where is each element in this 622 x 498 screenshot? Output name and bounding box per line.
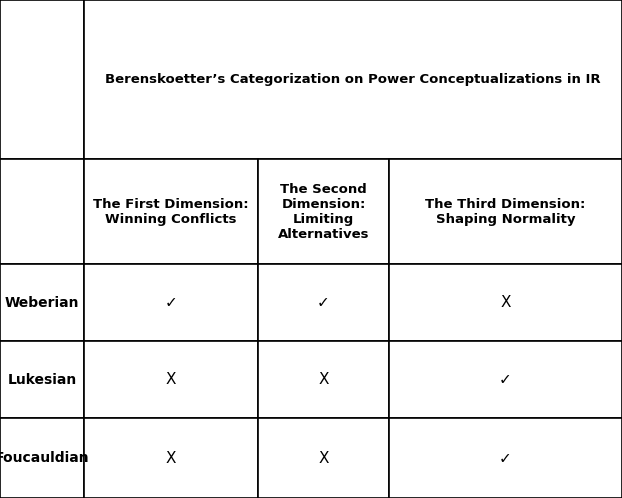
Text: ✓: ✓: [499, 451, 512, 466]
Bar: [84, 159, 258, 264]
Text: X: X: [166, 451, 176, 466]
Bar: [389, 159, 622, 264]
Text: X: X: [318, 451, 328, 466]
Bar: [0, 264, 84, 341]
Bar: [389, 418, 622, 498]
Bar: [0, 159, 84, 264]
Text: ✓: ✓: [317, 295, 330, 310]
Text: Weberian: Weberian: [5, 295, 79, 310]
Text: ✓: ✓: [165, 295, 177, 310]
Text: The Third Dimension:
Shaping Normality: The Third Dimension: Shaping Normality: [425, 198, 585, 226]
Bar: [389, 264, 622, 341]
Bar: [258, 159, 389, 264]
Bar: [84, 418, 258, 498]
Bar: [258, 264, 389, 341]
Bar: [389, 341, 622, 418]
Bar: [0, 0, 84, 159]
Bar: [84, 341, 258, 418]
Bar: [0, 418, 84, 498]
Text: X: X: [318, 372, 328, 387]
Bar: [258, 418, 389, 498]
Text: The First Dimension:
Winning Conflicts: The First Dimension: Winning Conflicts: [93, 198, 249, 226]
Text: Foucauldian: Foucauldian: [0, 451, 90, 465]
Text: Berenskoetter’s Categorization on Power Conceptualizations in IR: Berenskoetter’s Categorization on Power …: [105, 73, 601, 86]
Bar: [258, 341, 389, 418]
Bar: [0, 341, 84, 418]
Bar: [84, 0, 622, 159]
Text: The Second
Dimension:
Limiting
Alternatives: The Second Dimension: Limiting Alternati…: [277, 183, 369, 241]
Bar: [84, 264, 258, 341]
Text: X: X: [500, 295, 511, 310]
Text: X: X: [166, 372, 176, 387]
Text: Lukesian: Lukesian: [7, 373, 77, 387]
Text: ✓: ✓: [499, 372, 512, 387]
